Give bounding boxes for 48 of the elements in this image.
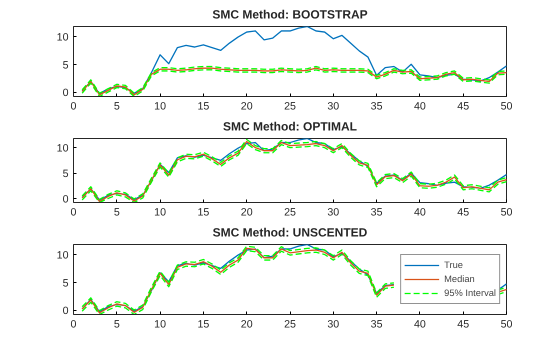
y-tick-label: 10: [56, 142, 69, 155]
x-tick-label: 35: [370, 318, 383, 330]
x-tick-label: 10: [154, 318, 166, 330]
legend-label: 95% Interval: [444, 287, 496, 299]
x-tick-label: 15: [197, 100, 210, 112]
y-tick-label: 0: [62, 305, 69, 318]
x-tick-label: 35: [370, 100, 383, 112]
y-tick-label: 10: [56, 32, 69, 44]
x-tick-label: 40: [414, 100, 426, 112]
x-tick-label: 45: [457, 100, 470, 112]
x-tick-label: 15: [197, 318, 210, 330]
x-tick-label: 10: [154, 206, 166, 218]
y-tick-label: 5: [62, 277, 69, 290]
x-tick-label: 35: [370, 206, 383, 218]
x-tick-label: 10: [154, 100, 166, 112]
x-tick-label: 0: [70, 100, 77, 112]
chart-title: SMC Method: BOOTSTRAP: [212, 8, 368, 22]
x-tick-label: 20: [240, 318, 253, 330]
x-tick-label: 5: [114, 100, 120, 112]
x-tick-label: 30: [327, 318, 340, 330]
chart-title: SMC Method: UNSCENTED: [212, 226, 368, 240]
legend-label: True: [444, 259, 464, 271]
x-tick-label: 5: [114, 318, 120, 330]
y-tick-label: 5: [62, 59, 69, 72]
x-tick-label: 50: [500, 100, 512, 112]
x-tick-label: 40: [414, 318, 426, 330]
x-tick-label: 30: [327, 206, 340, 218]
x-tick-label: 20: [240, 100, 253, 112]
y-tick-label: 5: [62, 168, 69, 180]
legend-label: Median: [444, 273, 475, 285]
y-tick-label: 0: [62, 193, 69, 206]
chart-title: SMC Method: OPTIMAL: [223, 120, 357, 134]
x-tick-label: 45: [457, 318, 470, 330]
x-tick-label: 30: [327, 100, 340, 112]
x-tick-label: 25: [284, 206, 296, 218]
x-tick-label: 0: [70, 318, 77, 330]
x-tick-label: 20: [240, 206, 253, 218]
y-tick-label: 10: [56, 250, 69, 262]
y-tick-label: 0: [62, 87, 69, 100]
x-tick-label: 40: [414, 206, 426, 218]
x-tick-label: 50: [500, 318, 512, 330]
x-tick-label: 0: [70, 206, 77, 218]
x-tick-label: 25: [284, 100, 296, 112]
x-tick-label: 5: [114, 206, 120, 218]
x-tick-label: 25: [284, 318, 296, 330]
x-tick-label: 15: [197, 206, 210, 218]
x-tick-label: 50: [500, 206, 512, 218]
x-tick-label: 45: [457, 206, 470, 218]
